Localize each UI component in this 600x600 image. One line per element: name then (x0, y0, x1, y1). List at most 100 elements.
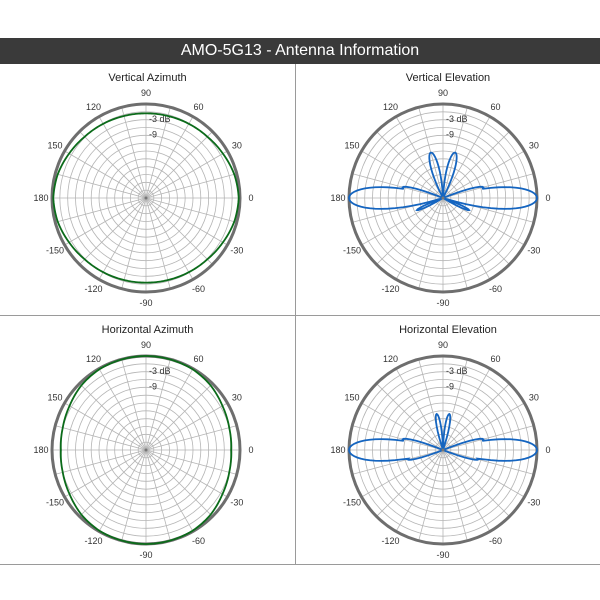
angle-label: -90 (139, 298, 152, 308)
angle-label: 120 (86, 102, 101, 112)
horizontal-azimuth-title: Horizontal Azimuth (101, 324, 194, 336)
grid-spoke (442, 197, 510, 265)
grid-spoke (376, 449, 444, 517)
angle-label: -150 (343, 498, 361, 508)
grid-spoke (145, 197, 213, 265)
grid-spoke (376, 197, 444, 265)
vertical-elevation-polar-chart: 0 30 60 90 120 150 180 -150 -120 -90 -60 -30 -3 dB -9 (330, 88, 550, 308)
horizontal-azimuth-panel: Horizontal Azimuth 0 30 60 90 120 150 180 -150 -… (0, 316, 295, 564)
angle-label: 90 (141, 340, 151, 350)
angle-label: 90 (438, 340, 448, 350)
vertical-elevation-title: Vertical Elevation (405, 72, 491, 84)
angle-label: 150 (48, 141, 63, 151)
grid-spoke (145, 383, 213, 451)
angle-label: -30 (527, 498, 540, 508)
angle-label: 0 (545, 193, 550, 203)
vertical-azimuth-polar-chart: 0 30 60 90 120 150 180 -150 -120 -90 -60 -30 -3 dB -9 (33, 88, 253, 308)
grid-spoke (121, 107, 147, 199)
grid-spoke (55, 449, 147, 475)
grid-spoke (361, 402, 444, 451)
grid-spoke (442, 449, 468, 541)
angle-label: 150 (345, 393, 360, 403)
grid-spoke (442, 449, 491, 532)
grid-spoke (395, 197, 444, 280)
angle-label: 90 (141, 88, 151, 98)
angle-label: 90 (438, 88, 448, 98)
angle-label: -30 (230, 246, 243, 256)
horizontal-elevation-title: Horizontal Elevation (399, 324, 497, 336)
radial-label: -3 dB (149, 114, 171, 124)
grid-spoke (98, 116, 147, 199)
grid-spoke (418, 197, 444, 289)
grid-spoke (361, 449, 444, 498)
grid-spoke (376, 383, 444, 451)
angle-label: -90 (139, 550, 152, 560)
grid-spoke (395, 368, 444, 451)
angle-label: 30 (529, 141, 539, 151)
grid-spoke (442, 449, 525, 498)
grid-spoke (145, 359, 171, 451)
angle-label: 60 (490, 102, 500, 112)
angle-label: 180 (33, 445, 48, 455)
grid-spoke (145, 449, 213, 517)
panel-divider-vertical (295, 64, 296, 565)
angle-label: -150 (343, 246, 361, 256)
grid-spoke (98, 449, 147, 532)
grid-spoke (361, 150, 444, 199)
grid-spoke (442, 131, 510, 199)
angle-label: -120 (84, 284, 102, 294)
angle-label: 0 (248, 445, 253, 455)
panel-divider-bottom (0, 564, 600, 565)
pattern-trace (59, 355, 233, 545)
horizontal-elevation-polar-chart: 0 30 60 90 120 150 180 -150 -120 -90 -60 -30 -3 dB -9 (330, 340, 550, 560)
grid-spoke (145, 173, 237, 199)
angle-label: -150 (46, 498, 64, 508)
grid-spoke (64, 402, 147, 451)
angle-label: 150 (48, 393, 63, 403)
grid-spoke (145, 197, 237, 223)
grid-spoke (442, 116, 491, 199)
radial-label: -3 dB (446, 114, 468, 124)
panel-divider-horizontal (0, 315, 600, 316)
grid-spoke (145, 116, 194, 199)
radial-label: -3 dB (149, 366, 171, 376)
angle-label: -90 (436, 298, 449, 308)
grid-spoke (442, 402, 525, 451)
grid-spoke (145, 131, 213, 199)
grid-spoke (442, 449, 510, 517)
horizontal-elevation-panel: Horizontal Elevation 0 30 60 90 120 150 180 -15… (296, 316, 600, 564)
grid-spoke (145, 150, 228, 199)
grid-spoke (145, 368, 194, 451)
angle-label: 0 (248, 193, 253, 203)
pattern-trace (52, 112, 240, 284)
center-dot (441, 448, 445, 452)
angle-label: -150 (46, 246, 64, 256)
grid-spoke (145, 449, 237, 475)
grid-spoke (145, 449, 228, 498)
center-dot (144, 448, 148, 452)
angle-label: -60 (489, 536, 502, 546)
grid-spoke (55, 425, 147, 451)
grid-spoke (145, 197, 171, 289)
grid-spoke (64, 150, 147, 199)
angle-label: -120 (381, 536, 399, 546)
grid-spoke (442, 368, 491, 451)
grid-spoke (79, 197, 147, 265)
grid-spoke (442, 173, 534, 199)
pattern-trace (348, 151, 538, 212)
grid-spoke (121, 359, 147, 451)
grid-spoke (55, 197, 147, 223)
radial-label: -3 dB (446, 366, 468, 376)
pattern-trace (348, 412, 538, 462)
grid-spoke (145, 449, 171, 541)
angle-label: 30 (529, 393, 539, 403)
radial-label: -9 (446, 130, 454, 140)
grid-spoke (376, 131, 444, 199)
page-title: AMO-5G13 - Antenna Information (180, 42, 420, 59)
grid-spoke (121, 197, 147, 289)
angle-label: 120 (383, 102, 398, 112)
grid-spoke (64, 449, 147, 498)
grid-spoke (395, 116, 444, 199)
grid-spoke (442, 197, 491, 280)
grid-spoke (418, 449, 444, 541)
